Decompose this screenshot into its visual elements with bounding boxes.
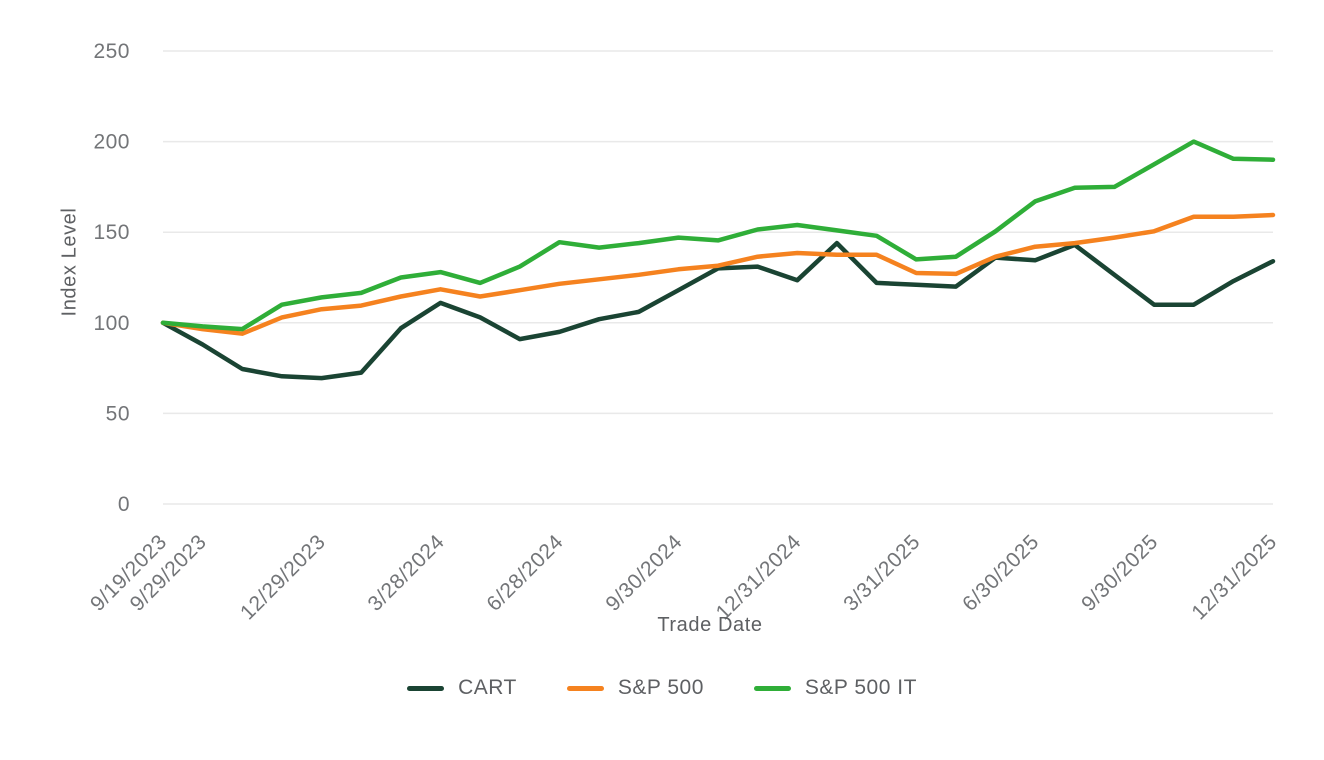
y-tick-label-50: 50 bbox=[106, 402, 130, 425]
series-line-s-p-500-it bbox=[160, 139, 1276, 332]
y-tick-label-150: 150 bbox=[93, 221, 130, 244]
legend-label-s-p-500: S&P 500 bbox=[617, 676, 704, 699]
x-tick-label-12-31-2024: 12/31/2024 bbox=[712, 530, 806, 624]
series-line-cart bbox=[160, 240, 1276, 381]
x-tick-label-6-30-2025: 6/30/2025 bbox=[958, 530, 1044, 616]
y-tick-label-200: 200 bbox=[93, 131, 130, 154]
legend-swatch-s-p-500-it bbox=[753, 685, 791, 691]
y-tick-label-100: 100 bbox=[93, 312, 130, 335]
x-tick-label-9-30-2025: 9/30/2025 bbox=[1077, 530, 1163, 616]
legend-item-s-p-500[interactable]: S&P 500 bbox=[566, 676, 704, 700]
y-tick-label-0: 0 bbox=[118, 493, 130, 516]
legend-swatch-cart bbox=[407, 685, 445, 691]
x-tick-label-9-30-2024: 9/30/2024 bbox=[601, 530, 687, 616]
x-tick-label-12-29-2023: 12/29/2023 bbox=[236, 530, 330, 624]
x-tick-label-12-31-2025: 12/31/2025 bbox=[1187, 530, 1281, 624]
series-line-s-p-500 bbox=[160, 212, 1276, 336]
legend-label-cart: CART bbox=[458, 676, 517, 699]
x-tick-label-3-28-2024: 3/28/2024 bbox=[364, 530, 450, 616]
legend-item-cart[interactable]: CART bbox=[407, 676, 517, 700]
x-tick-label-6-28-2024: 6/28/2024 bbox=[482, 530, 568, 616]
legend-label-s-p-500-it: S&P 500 IT bbox=[804, 676, 917, 699]
x-tick-label-3-31-2025: 3/31/2025 bbox=[839, 530, 925, 616]
chart-legend: CART S&P 500 S&P 500 IT bbox=[0, 676, 1324, 700]
y-axis-title: Index Level bbox=[58, 207, 81, 317]
legend-swatch-s-p-500 bbox=[566, 685, 604, 691]
x-axis-title: Trade Date bbox=[657, 614, 763, 636]
y-tick-label-250: 250 bbox=[93, 40, 130, 63]
legend-item-s-p-500-it[interactable]: S&P 500 IT bbox=[753, 676, 917, 700]
